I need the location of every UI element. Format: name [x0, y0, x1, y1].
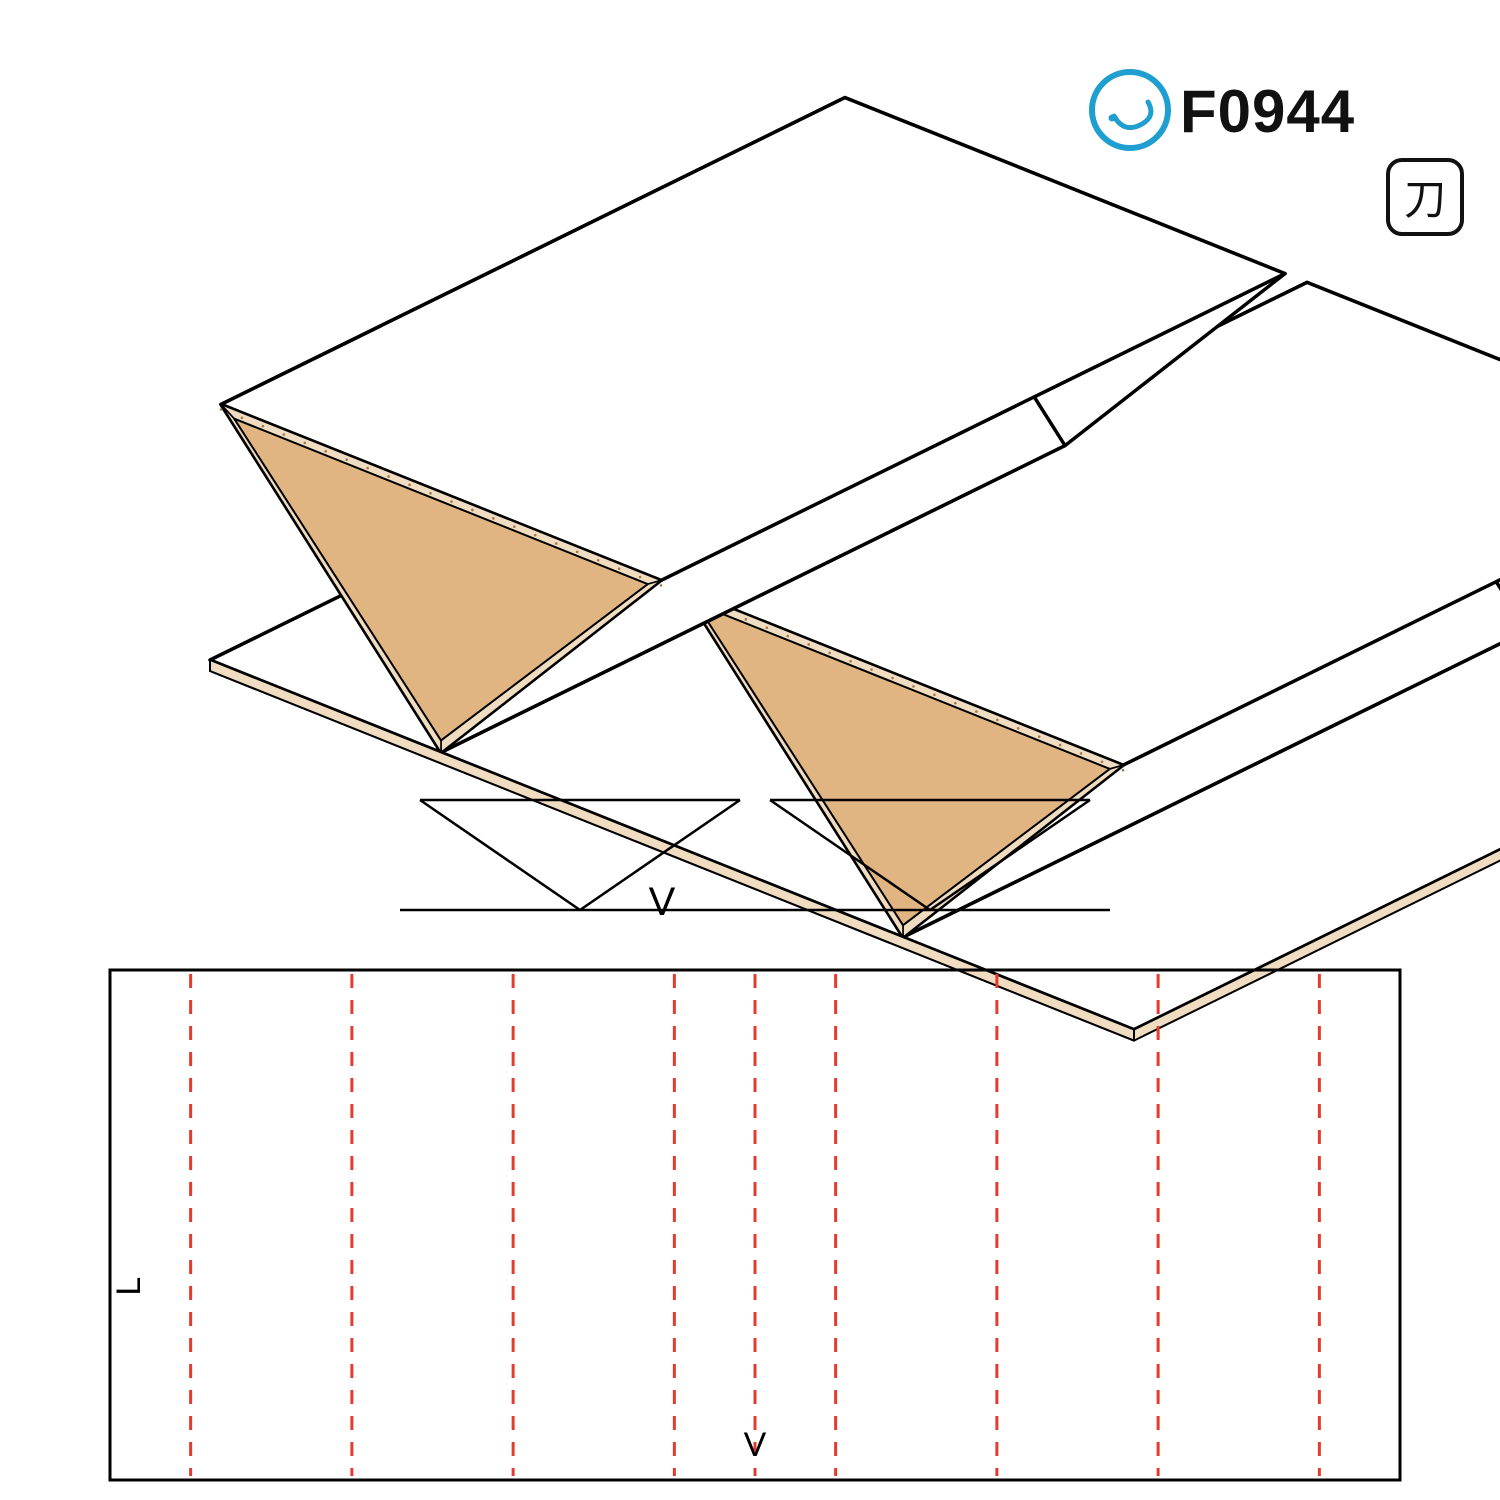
product-code: F0944 [1180, 78, 1355, 145]
die-badge-label: 刀 [1404, 176, 1446, 223]
label-V-flat: V [744, 1426, 767, 1464]
logo-icon [1092, 72, 1168, 148]
label-L-flat: L [110, 1277, 148, 1296]
isometric-view [210, 98, 1500, 1041]
label-v-iso: V [649, 880, 676, 924]
dieline-view [110, 970, 1400, 1480]
